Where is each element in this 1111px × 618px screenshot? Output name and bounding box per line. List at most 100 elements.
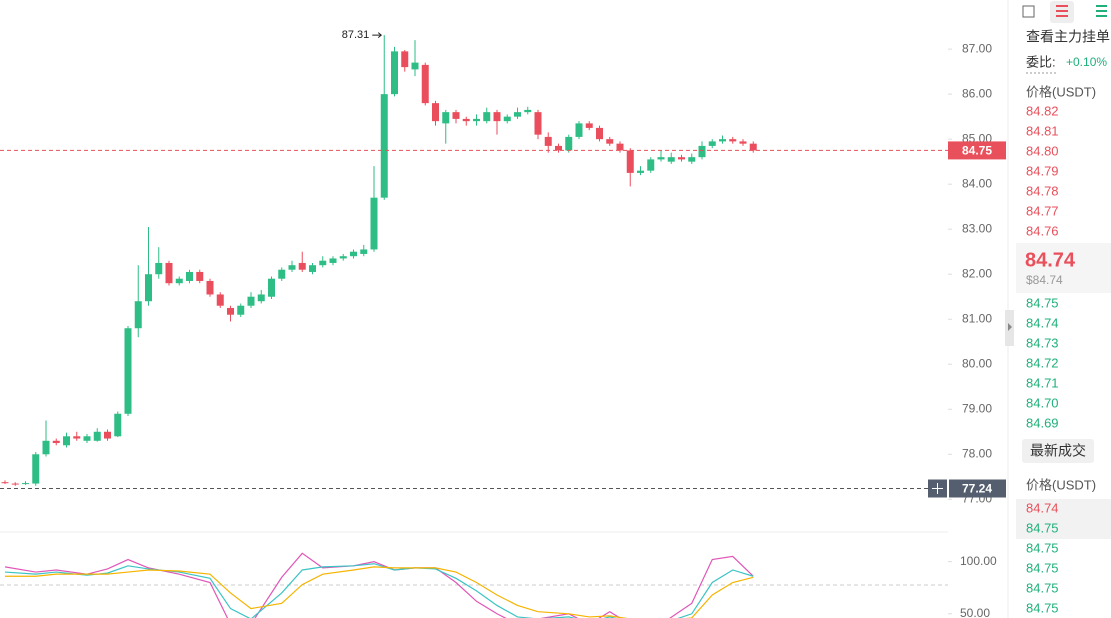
ind-tick-label: 100.00: [960, 554, 997, 568]
bid-price: 84.73: [1026, 335, 1059, 350]
candle-body: [339, 256, 347, 259]
trades-header: 价格(USDT): [1026, 477, 1096, 492]
candle-body: [196, 271, 204, 281]
candle-body: [749, 143, 757, 151]
candle-body: [360, 249, 368, 254]
candles: 87.31: [1, 29, 757, 486]
crosshair-label: 77.24: [962, 482, 992, 496]
candle-body: [257, 294, 265, 302]
candle-body: [104, 431, 111, 439]
candle-body: [32, 454, 40, 484]
candle-body: [93, 431, 101, 441]
bid-price: 84.71: [1026, 375, 1059, 390]
ask-price: 84.76: [1026, 223, 1059, 238]
ask-price: 84.79: [1026, 163, 1059, 178]
candle-body: [319, 260, 327, 266]
candle-body: [73, 436, 81, 439]
candle-body: [380, 94, 388, 198]
candle-body: [42, 440, 50, 455]
candle-body: [534, 112, 542, 135]
candle-body: [421, 64, 429, 104]
candle-body: [350, 251, 357, 257]
high-arrow: [372, 32, 383, 39]
ask-price: 84.81: [1026, 123, 1059, 138]
trade-highlight: [1016, 499, 1111, 539]
main-orders[interactable]: 查看主力挂单: [1026, 29, 1110, 45]
y-tick-label: 78.00: [962, 446, 992, 460]
candle-body: [288, 265, 296, 270]
candle-body: [309, 265, 316, 272]
candle-body: [298, 262, 306, 270]
high-label: 87.31: [342, 29, 370, 41]
trade-price: 84.75: [1026, 540, 1059, 555]
candle-body: [678, 157, 685, 160]
candle-body: [647, 159, 655, 171]
indicator: [4, 552, 754, 618]
ratio-label: 委比:: [1026, 54, 1056, 69]
indicator-line: [4, 552, 754, 618]
candle-body: [565, 136, 573, 151]
candle-body: [134, 301, 142, 329]
candle-body: [698, 145, 706, 158]
ask-price: 84.77: [1026, 203, 1059, 218]
bid-price: 84.74: [1026, 315, 1059, 330]
candle-body: [206, 280, 214, 295]
price-axis: 87.0086.0085.0084.0083.0082.0081.0080.00…: [948, 41, 997, 618]
last-price-tag: [948, 141, 1006, 160]
candle-body: [473, 118, 480, 122]
candle-body: [22, 483, 29, 485]
icon-a[interactable]: [1022, 5, 1035, 18]
y-tick-label: 81.00: [962, 311, 992, 325]
bid-price: 84.75: [1026, 295, 1059, 310]
ratio: +0.10%: [1066, 55, 1107, 69]
trade-price: 84.75: [1026, 560, 1059, 575]
icon-c[interactable]: [1096, 5, 1107, 17]
candle-body: [493, 112, 501, 122]
candle-body: [63, 436, 70, 446]
candle-body: [442, 112, 450, 124]
candle-body: [637, 170, 644, 173]
candle-body: [391, 51, 398, 95]
last-usd: $84.74: [1026, 273, 1063, 287]
candle-body: [555, 145, 562, 151]
candle-body: [708, 141, 716, 146]
candle-body: [278, 269, 286, 279]
candle-body: [247, 296, 255, 306]
bid-price: 84.69: [1026, 415, 1059, 430]
candle-body: [503, 116, 511, 122]
icon-b: [1056, 5, 1068, 17]
candle-body: [616, 143, 624, 151]
ask-price: 84.78: [1026, 183, 1059, 198]
y-tick-label: 82.00: [962, 266, 992, 280]
candle-body: [585, 123, 593, 128]
candle-body: [452, 112, 460, 119]
crosshair-tag: [949, 479, 1006, 498]
candle-body: [155, 262, 163, 275]
bid-price: 84.70: [1026, 395, 1059, 410]
candle-body: [145, 274, 152, 302]
y-tick-label: 87.00: [962, 41, 992, 55]
candle-body: [575, 123, 583, 137]
indicator-line: [4, 563, 754, 618]
candle-body: [186, 271, 193, 281]
candle-body: [165, 262, 173, 284]
y-tick-label: 79.00: [962, 401, 992, 415]
candle-body: [227, 307, 234, 315]
trade-price: 84.74: [1026, 500, 1059, 515]
candle-body: [124, 328, 132, 414]
candle-body: [514, 112, 521, 117]
crosshair-plus: [932, 483, 943, 494]
candle-body: [729, 139, 737, 142]
order-lists: 84.82 84.81 84.80 84.79 84.78 84.77 84.76 84.75…: [1026, 103, 1059, 615]
trades-tab[interactable]: [1022, 439, 1094, 463]
last-price: 84.74: [1025, 249, 1076, 271]
candle-body: [657, 157, 665, 160]
trade-price: 84.75: [1026, 580, 1059, 595]
indicator-line: [5, 566, 754, 618]
candle-body: [11, 483, 19, 485]
candle-body: [114, 413, 122, 437]
candle-body: [719, 139, 726, 142]
candle-body: [216, 294, 224, 306]
candle-body: [329, 258, 337, 263]
